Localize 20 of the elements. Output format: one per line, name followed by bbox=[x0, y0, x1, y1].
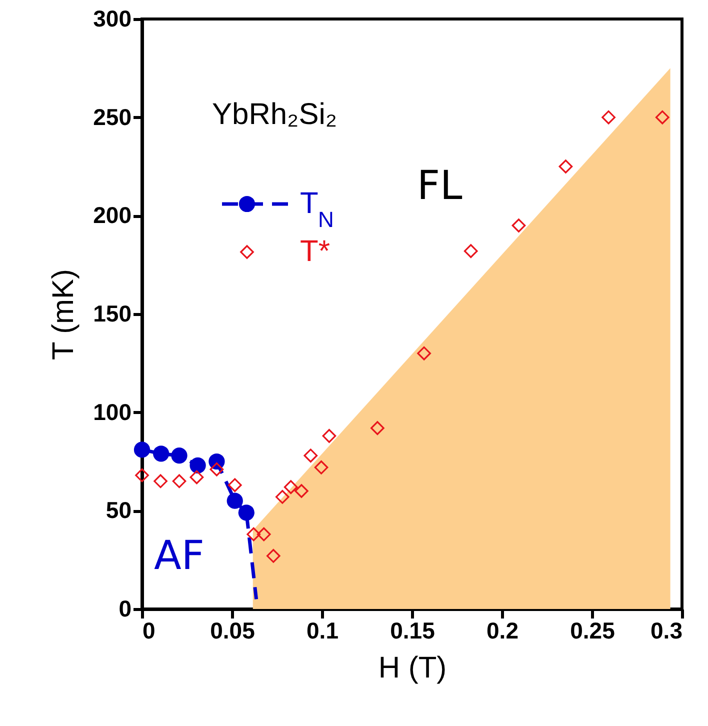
x-tick-label: 0.25 bbox=[570, 618, 616, 644]
y-tick-label: 100 bbox=[93, 398, 132, 425]
x-tick-label: 0.3 bbox=[650, 618, 682, 644]
x-tick-label: 0.2 bbox=[486, 618, 518, 644]
y-tick-label: 200 bbox=[93, 202, 132, 228]
x-tick-label: 0.1 bbox=[306, 618, 339, 644]
x-tick-label: 0 bbox=[142, 618, 156, 644]
y-axis-title: T (mK) bbox=[47, 268, 80, 360]
y-tick-label: 0 bbox=[118, 596, 132, 622]
y-tick-label: 250 bbox=[93, 104, 132, 130]
annotation: FL bbox=[417, 163, 464, 209]
annotation: AF bbox=[154, 533, 204, 579]
x-tick-label: 0.05 bbox=[210, 618, 256, 644]
y-tick-label: 50 bbox=[106, 497, 132, 524]
y-tick-label: 150 bbox=[93, 300, 132, 326]
x-axis-title: H (T) bbox=[378, 652, 447, 684]
y-tick-label: 300 bbox=[93, 6, 132, 32]
legend-label: T* bbox=[300, 235, 330, 268]
annotation: YbRh₂Si₂ bbox=[212, 98, 338, 131]
x-tick-label: 0.15 bbox=[390, 618, 436, 644]
